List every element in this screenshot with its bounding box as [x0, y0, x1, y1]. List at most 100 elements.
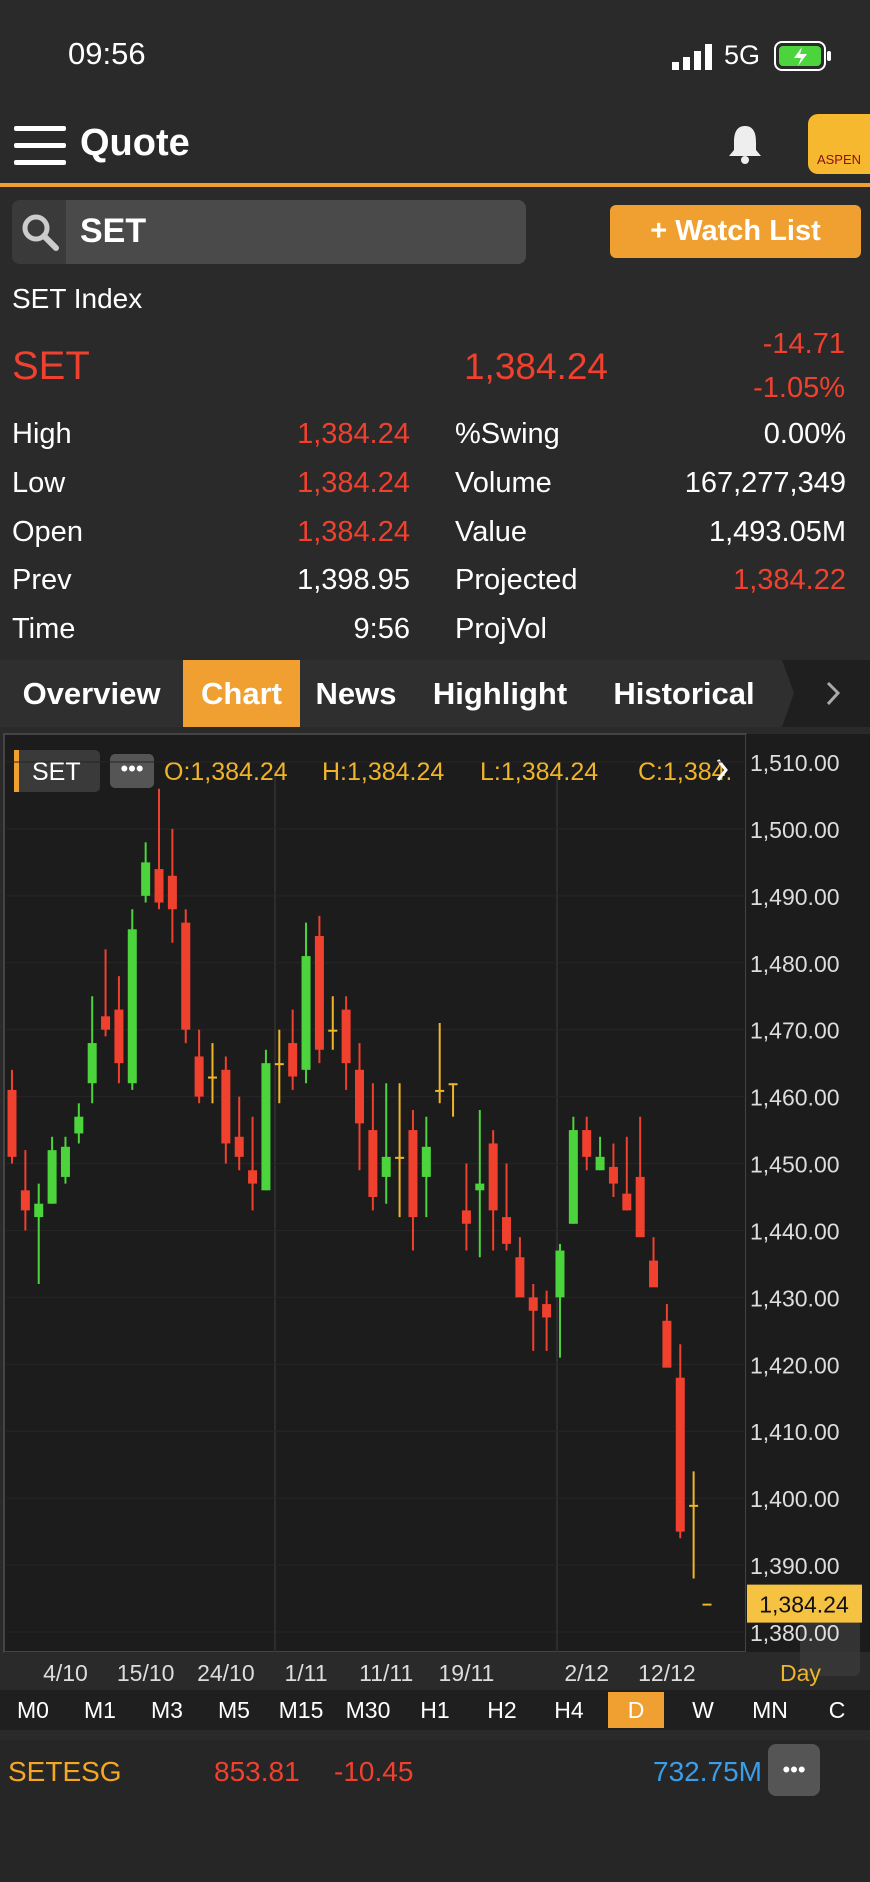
timeframe[interactable]: W [692, 1697, 714, 1723]
candle-body [34, 1203, 44, 1218]
candle-body [368, 1130, 378, 1197]
y-tick-label: 1,400.00 [750, 1486, 840, 1512]
ticker-symbol[interactable]: SETESG [8, 1756, 122, 1787]
tab[interactable]: Historical [613, 676, 755, 711]
candle-body [635, 1176, 645, 1238]
candle-body [274, 1063, 284, 1066]
candle-body [127, 929, 137, 1084]
menu-button[interactable] [14, 124, 66, 166]
ohlc-arrow[interactable] [716, 759, 728, 781]
stat-label: High [12, 418, 72, 450]
x-tick-label: 4/10 [43, 1660, 88, 1686]
search-query[interactable]: SET [80, 212, 147, 250]
candle-body [568, 1130, 578, 1224]
stat-value: 1,384.22 [733, 564, 846, 596]
candle-body [20, 1190, 30, 1211]
stat-label: Value [455, 516, 528, 548]
tab-arrow[interactable] [782, 660, 870, 727]
timeframe[interactable]: M5 [218, 1697, 250, 1723]
network-label: 5G [724, 40, 761, 70]
timeframe[interactable]: C [828, 1697, 846, 1723]
y-tick-label: 1,470.00 [750, 1018, 840, 1044]
candle-body [421, 1146, 431, 1177]
candle-body [181, 922, 191, 1030]
ticker-change: -10.45 [334, 1756, 414, 1787]
candle-body [355, 1069, 364, 1124]
stat-value: 1,398.95 [297, 564, 410, 596]
y-tick-label: 1,460.00 [750, 1085, 840, 1111]
timeframe[interactable]: H4 [554, 1697, 584, 1723]
candle-body [595, 1156, 605, 1171]
y-tick-label: 1,450.00 [750, 1152, 840, 1178]
status-time: 09:56 [68, 36, 146, 71]
stat-label: Prev [12, 564, 72, 596]
candle-body [101, 1016, 111, 1030]
period-label: Day [780, 1660, 821, 1686]
logo[interactable]: ASPEN [808, 114, 870, 174]
header-divider [0, 183, 870, 187]
timeframe-bar [0, 1690, 870, 1730]
ohlc-clip: O:1,384.24 H:1,384.24 L:1,384.24 C:1,384.24 [164, 758, 760, 786]
candle-body [515, 1257, 525, 1298]
candle-body [555, 1250, 565, 1298]
search-icon-bg [12, 200, 66, 264]
candle-body [221, 1069, 231, 1144]
candle-body [675, 1377, 685, 1532]
ohlc-value: H:1,384.24 [322, 758, 444, 786]
candle-body [288, 1043, 298, 1077]
chart-menu-dots: ••• [120, 756, 143, 781]
stat-value: 0.00% [763, 418, 846, 450]
bell-button[interactable] [726, 122, 764, 164]
candle-body [475, 1183, 485, 1191]
timeframe[interactable]: M30 [345, 1697, 391, 1723]
tab-scroll[interactable] [782, 660, 870, 727]
x-tick-label: 24/10 [197, 1660, 255, 1686]
symbol-chip-accent [14, 750, 19, 792]
candle-body [87, 1043, 97, 1084]
timeframe[interactable]: H1 [420, 1697, 450, 1723]
ohlc-value: C:1,384.24 [638, 758, 760, 786]
candle-body [502, 1217, 512, 1244]
timeframe[interactable]: MN [752, 1697, 788, 1723]
tab[interactable]: Highlight [432, 676, 568, 711]
candle-body [649, 1260, 659, 1288]
y-tick-label: 1,480.00 [750, 951, 840, 977]
candle-body [234, 1136, 244, 1157]
ohlc-value: O:1,384.24 [164, 758, 288, 786]
price-axis-area [746, 734, 870, 1652]
instrument-name: SET Index [12, 283, 143, 314]
candle-body [582, 1130, 592, 1157]
watch-list-button[interactable]: + Watch List [610, 205, 861, 258]
timeframe[interactable]: M15 [278, 1697, 324, 1723]
tab[interactable]: Overview [22, 676, 161, 711]
timeframe[interactable]: D [608, 1692, 664, 1728]
stat-value: 1,384.24 [297, 516, 410, 548]
timeframe[interactable]: M1 [84, 1697, 116, 1723]
ohlc-value: L:1,384.24 [480, 758, 598, 786]
candle-body [114, 1009, 124, 1064]
ticker-menu[interactable]: ••• [768, 1744, 820, 1796]
ticker-bar [0, 1740, 870, 1882]
candle-body [608, 1166, 618, 1184]
symbol-chip[interactable] [14, 750, 100, 792]
candle-body [154, 869, 164, 903]
y-tick-label: 1,390.00 [750, 1553, 840, 1579]
stat-label: Time [12, 613, 76, 645]
timeframe[interactable]: M3 [151, 1697, 183, 1723]
y-tick-label: 1,510.00 [750, 750, 840, 776]
tab[interactable]: News [315, 676, 397, 711]
tab[interactable]: Chart [183, 660, 300, 727]
timeframe[interactable]: H2 [487, 1697, 517, 1723]
x-tick-label: 15/10 [117, 1660, 175, 1686]
candle-body [194, 1056, 204, 1097]
stat-value: 1,384.24 [297, 418, 410, 450]
ticker-value: 732.75M [653, 1756, 762, 1787]
expand-button[interactable] [800, 1620, 860, 1676]
candle-body [702, 1603, 712, 1606]
timeframe[interactable]: M0 [17, 1697, 49, 1723]
chart-symbol: SET [32, 758, 81, 786]
search-box[interactable] [12, 200, 526, 264]
candle-body [408, 1130, 418, 1218]
